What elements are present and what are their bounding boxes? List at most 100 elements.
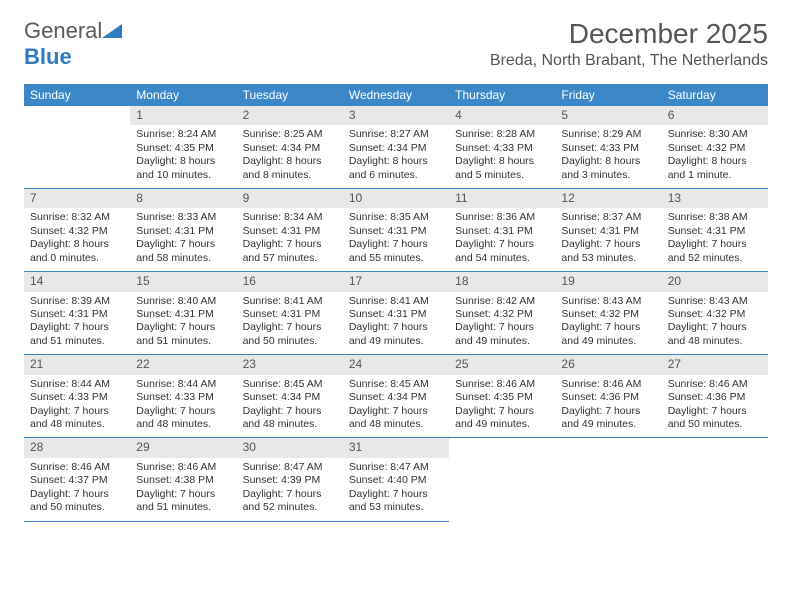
day-info-line: Daylight: 7 hours bbox=[136, 405, 230, 418]
day-number: 12 bbox=[555, 189, 661, 208]
day-info-line: Daylight: 7 hours bbox=[243, 488, 337, 501]
day-number: 30 bbox=[237, 438, 343, 457]
day-info-line: Sunset: 4:34 PM bbox=[349, 142, 443, 155]
day-info-line: and 1 minute. bbox=[668, 169, 762, 182]
day-info-line: and 49 minutes. bbox=[561, 335, 655, 348]
day-info-line: Daylight: 7 hours bbox=[349, 321, 443, 334]
day-info-line: Sunset: 4:38 PM bbox=[136, 474, 230, 487]
calendar-cell: 24Sunrise: 8:45 AMSunset: 4:34 PMDayligh… bbox=[343, 355, 449, 438]
day-number: 20 bbox=[662, 272, 768, 291]
day-info-line: Daylight: 8 hours bbox=[136, 155, 230, 168]
day-info-line: and 50 minutes. bbox=[668, 418, 762, 431]
day-info-line: Sunrise: 8:33 AM bbox=[136, 211, 230, 224]
day-info-line: Daylight: 7 hours bbox=[243, 405, 337, 418]
page-title: December 2025 bbox=[490, 18, 768, 50]
calendar-cell: 4Sunrise: 8:28 AMSunset: 4:33 PMDaylight… bbox=[449, 106, 555, 189]
day-info-line: Sunset: 4:31 PM bbox=[668, 225, 762, 238]
day-info-line: Daylight: 8 hours bbox=[455, 155, 549, 168]
day-info-line: Sunrise: 8:40 AM bbox=[136, 295, 230, 308]
day-number: 23 bbox=[237, 355, 343, 374]
day-number: 19 bbox=[555, 272, 661, 291]
calendar-cell: 21Sunrise: 8:44 AMSunset: 4:33 PMDayligh… bbox=[24, 355, 130, 438]
day-info-line: Daylight: 7 hours bbox=[30, 321, 124, 334]
day-info-line: and 58 minutes. bbox=[136, 252, 230, 265]
day-info-line: Sunset: 4:31 PM bbox=[349, 225, 443, 238]
calendar-cell: 19Sunrise: 8:43 AMSunset: 4:32 PMDayligh… bbox=[555, 272, 661, 355]
day-info-line: Daylight: 8 hours bbox=[243, 155, 337, 168]
day-info-line: Sunset: 4:32 PM bbox=[455, 308, 549, 321]
day-info-line: and 48 minutes. bbox=[30, 418, 124, 431]
day-info-line: and 3 minutes. bbox=[561, 169, 655, 182]
day-info-line: Daylight: 7 hours bbox=[561, 321, 655, 334]
calendar-cell bbox=[24, 106, 130, 189]
calendar-cell: 29Sunrise: 8:46 AMSunset: 4:38 PMDayligh… bbox=[130, 438, 236, 521]
calendar: Sunday Monday Tuesday Wednesday Thursday… bbox=[24, 84, 768, 522]
day-number: 29 bbox=[130, 438, 236, 457]
day-info-line: Daylight: 7 hours bbox=[349, 488, 443, 501]
day-info-line: Daylight: 7 hours bbox=[561, 405, 655, 418]
day-number: 5 bbox=[555, 106, 661, 125]
day-info-line: Sunset: 4:34 PM bbox=[243, 391, 337, 404]
day-info-line: Sunrise: 8:44 AM bbox=[30, 378, 124, 391]
day-info-line: and 49 minutes. bbox=[561, 418, 655, 431]
day-info-line: Sunrise: 8:36 AM bbox=[455, 211, 549, 224]
day-info-line: Daylight: 7 hours bbox=[561, 238, 655, 251]
day-info-line: Sunrise: 8:41 AM bbox=[349, 295, 443, 308]
day-number: 14 bbox=[24, 272, 130, 291]
day-info-line: and 10 minutes. bbox=[136, 169, 230, 182]
day-info-line: and 48 minutes. bbox=[243, 418, 337, 431]
day-info-line: Sunrise: 8:41 AM bbox=[243, 295, 337, 308]
day-info-line: Daylight: 7 hours bbox=[136, 321, 230, 334]
day-info-line: Daylight: 7 hours bbox=[30, 405, 124, 418]
logo-part1: General bbox=[24, 18, 102, 43]
day-info-line: Sunset: 4:36 PM bbox=[668, 391, 762, 404]
day-info-line: Sunset: 4:31 PM bbox=[136, 225, 230, 238]
day-info-line: Sunset: 4:35 PM bbox=[136, 142, 230, 155]
title-block: December 2025 Breda, North Brabant, The … bbox=[490, 18, 768, 70]
day-info-line: Daylight: 7 hours bbox=[243, 321, 337, 334]
day-info-line: Sunset: 4:31 PM bbox=[349, 308, 443, 321]
day-number: 26 bbox=[555, 355, 661, 374]
day-info-line: and 50 minutes. bbox=[30, 501, 124, 514]
day-number: 17 bbox=[343, 272, 449, 291]
calendar-cell: 1Sunrise: 8:24 AMSunset: 4:35 PMDaylight… bbox=[130, 106, 236, 189]
day-info-line: and 52 minutes. bbox=[243, 501, 337, 514]
logo-part2: Blue bbox=[24, 44, 72, 69]
day-info-line: Sunrise: 8:46 AM bbox=[668, 378, 762, 391]
day-info-line: Daylight: 7 hours bbox=[668, 321, 762, 334]
calendar-cell: 15Sunrise: 8:40 AMSunset: 4:31 PMDayligh… bbox=[130, 272, 236, 355]
day-info-line: Sunrise: 8:30 AM bbox=[668, 128, 762, 141]
day-number: 4 bbox=[449, 106, 555, 125]
day-header: Saturday bbox=[662, 84, 768, 106]
calendar-cell: 31Sunrise: 8:47 AMSunset: 4:40 PMDayligh… bbox=[343, 438, 449, 521]
day-info-line: Sunrise: 8:46 AM bbox=[30, 461, 124, 474]
day-info-line: Daylight: 7 hours bbox=[349, 405, 443, 418]
day-info-line: Sunrise: 8:24 AM bbox=[136, 128, 230, 141]
day-info-line: and 48 minutes. bbox=[136, 418, 230, 431]
day-info-line: Sunset: 4:32 PM bbox=[30, 225, 124, 238]
day-info-line: Sunset: 4:32 PM bbox=[668, 308, 762, 321]
day-info-line: and 49 minutes. bbox=[455, 335, 549, 348]
day-info-line: and 51 minutes. bbox=[136, 335, 230, 348]
day-info-line: Sunrise: 8:38 AM bbox=[668, 211, 762, 224]
calendar-cell: 16Sunrise: 8:41 AMSunset: 4:31 PMDayligh… bbox=[237, 272, 343, 355]
day-info-line: Daylight: 7 hours bbox=[243, 238, 337, 251]
day-info-line: Sunset: 4:34 PM bbox=[243, 142, 337, 155]
day-info-line: Sunrise: 8:45 AM bbox=[243, 378, 337, 391]
calendar-cell: 11Sunrise: 8:36 AMSunset: 4:31 PMDayligh… bbox=[449, 189, 555, 272]
day-info-line: Sunset: 4:32 PM bbox=[668, 142, 762, 155]
day-info-line: Sunset: 4:31 PM bbox=[30, 308, 124, 321]
calendar-cell: 27Sunrise: 8:46 AMSunset: 4:36 PMDayligh… bbox=[662, 355, 768, 438]
day-header: Friday bbox=[555, 84, 661, 106]
day-info-line: Sunset: 4:33 PM bbox=[136, 391, 230, 404]
day-header: Monday bbox=[130, 84, 236, 106]
day-number: 11 bbox=[449, 189, 555, 208]
day-info-line: Sunset: 4:36 PM bbox=[561, 391, 655, 404]
logo: General Blue bbox=[24, 18, 122, 70]
day-number: 8 bbox=[130, 189, 236, 208]
day-info-line: Sunset: 4:40 PM bbox=[349, 474, 443, 487]
day-info-line: Sunrise: 8:43 AM bbox=[561, 295, 655, 308]
day-info-line: Sunset: 4:33 PM bbox=[30, 391, 124, 404]
calendar-cell: 20Sunrise: 8:43 AMSunset: 4:32 PMDayligh… bbox=[662, 272, 768, 355]
day-info-line: and 8 minutes. bbox=[243, 169, 337, 182]
